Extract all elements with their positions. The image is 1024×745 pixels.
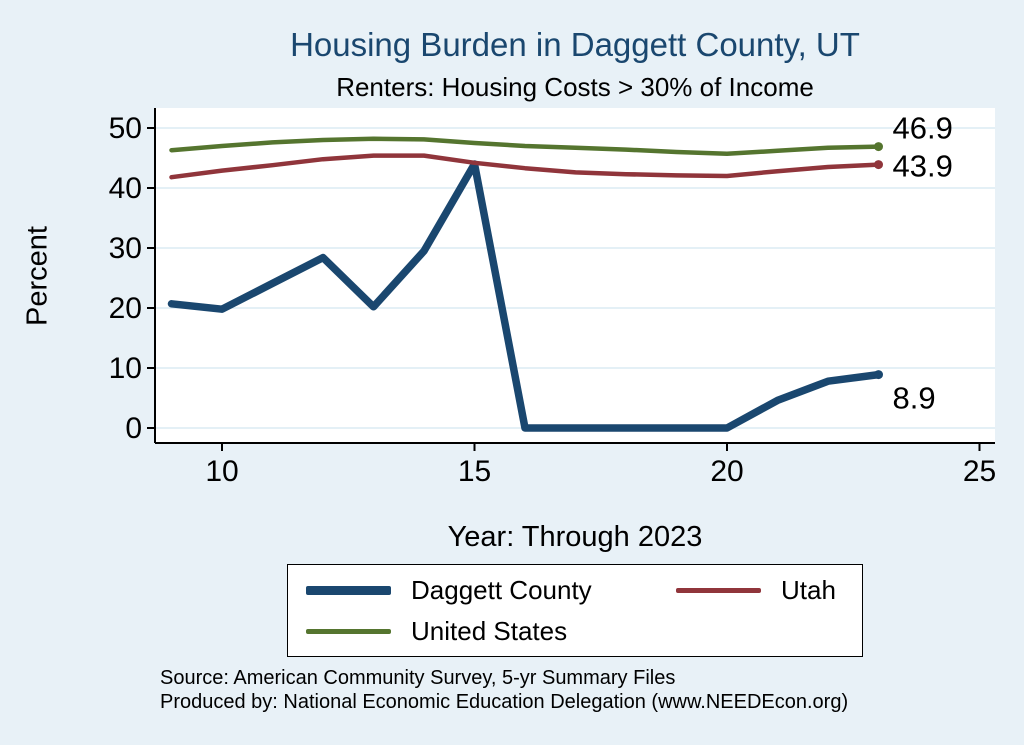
source-notes: Source: American Community Survey, 5-yr … [160,666,848,714]
series-end-marker-daggett-county [874,370,883,380]
legend-entry-daggett-county: Daggett County [288,575,658,606]
legend-label: Utah [781,574,836,605]
series-end-label-united-states: 46.9 [893,111,953,146]
y-tick-label: 10 [109,352,142,385]
daggett-county-line-swatch [306,585,391,595]
series-end-marker-utah [874,160,883,170]
y-tick-label: 50 [109,112,142,145]
series-end-label-utah: 43.9 [893,149,953,184]
y-tick-label: 20 [109,292,142,325]
united-states-line-swatch [306,628,391,634]
x-tick-label: 10 [205,455,238,488]
x-tick-label: 25 [963,455,996,488]
utah-line-swatch [676,587,761,593]
producer-note: Produced by: National Economic Education… [160,691,849,713]
y-tick-label: 40 [109,172,142,205]
x-axis-title: Year: Through 2023 [447,521,703,553]
legend-entry-united-states: United States [288,616,658,647]
series-line-united-states [169,136,881,157]
series-line-daggett-county [167,160,883,432]
chart-title: Housing Burden in Daggett County, UT [290,26,860,63]
x-tick-label: 15 [458,455,491,488]
plot-area: 0 10 20 30 40 50 10 15 20 25 8.9 43.946.9 [109,108,996,488]
series-end-label-daggett-county: 8.9 [893,381,936,416]
legend-label: Daggett County [411,574,592,605]
series-end-marker-united-states [874,142,883,152]
y-tick-label: 30 [109,232,142,265]
series-line-utah [169,153,881,180]
chart-subtitle: Renters: Housing Costs > 30% of Income [336,72,814,102]
legend-label: United States [411,615,568,646]
y-tick-label: 0 [125,412,142,445]
legend-entry-utah: Utah [658,575,862,606]
x-tick-label: 20 [710,455,743,488]
source-note: Source: American Community Survey, 5-yr … [160,667,676,689]
legend: Daggett County Utah United States [287,564,863,657]
